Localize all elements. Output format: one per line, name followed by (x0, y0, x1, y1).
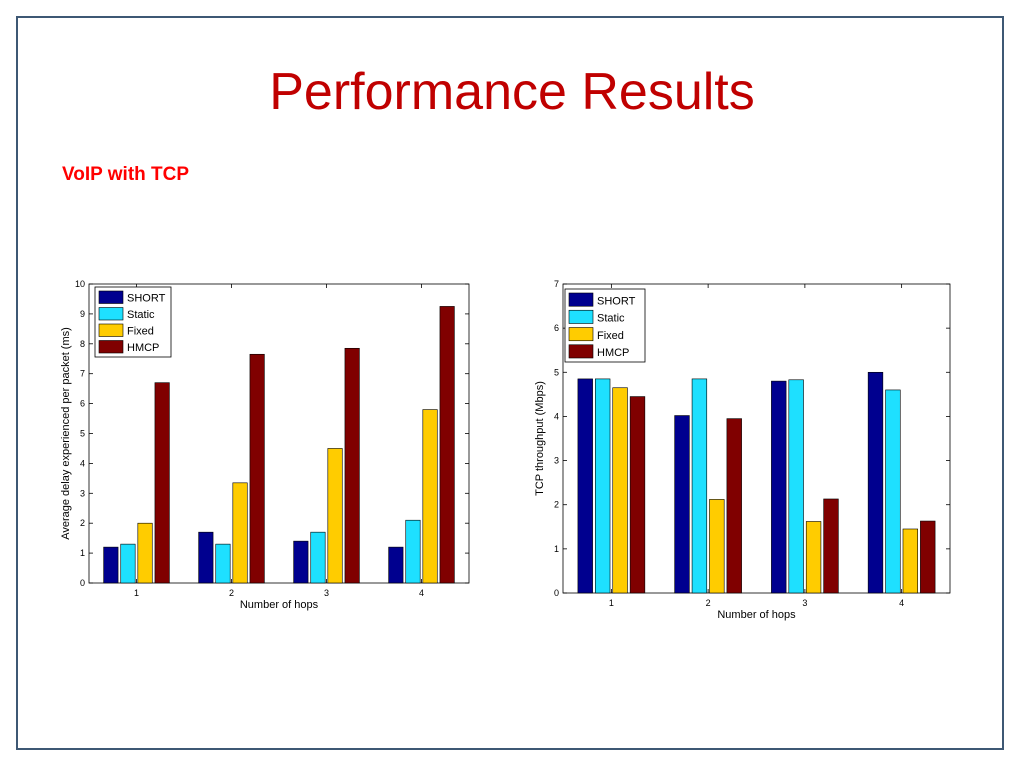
slide-title: Performance Results (269, 63, 755, 121)
y-tick-label: 9 (80, 309, 85, 319)
bar-short (867, 371, 884, 594)
bar-hmcp (249, 353, 265, 584)
bar-fixed (232, 482, 248, 584)
y-tick-label: 5 (554, 367, 559, 377)
y-axis-label: Average delay experienced per packet (ms… (60, 327, 72, 540)
x-axis-label: Number of hops (240, 599, 319, 611)
bar-fixed (327, 448, 343, 584)
y-tick-label: 6 (80, 399, 85, 409)
bar-fixed (612, 387, 628, 594)
bar-short (293, 540, 309, 584)
legend-swatch-hmcp (568, 344, 594, 359)
bar-hmcp (344, 347, 360, 584)
legend-label-short: SHORT (127, 293, 166, 305)
y-tick-label: 0 (80, 578, 85, 588)
bar-static (788, 379, 804, 594)
legend-swatch-fixed (98, 323, 124, 337)
bar-static (120, 543, 136, 584)
legend-label-static: Static (127, 309, 155, 321)
legend-label-hmcp: HMCP (127, 342, 159, 354)
bar-static (595, 378, 611, 594)
bar-hmcp (629, 396, 646, 594)
bar-hmcp (726, 418, 742, 594)
legend-swatch-short (568, 292, 594, 307)
x-tick-label: 1 (134, 588, 139, 598)
bar-static (885, 389, 901, 594)
x-tick-label: 2 (706, 598, 711, 608)
bar-hmcp (920, 520, 936, 594)
legend-swatch-fixed (568, 327, 594, 342)
bar-short (198, 531, 214, 584)
bar-short (674, 415, 690, 594)
y-tick-label: 8 (80, 339, 85, 349)
bar-hmcp (823, 498, 839, 594)
slide-subtitle: VoIP with TCP (62, 164, 190, 185)
bar-short (577, 378, 593, 594)
bar-fixed (709, 499, 725, 594)
bar-short (103, 546, 119, 584)
y-tick-label: 4 (80, 458, 85, 468)
legend-label-short: SHORT (597, 295, 636, 307)
y-tick-label: 7 (554, 279, 559, 289)
bar-static (310, 531, 326, 584)
y-tick-label: 5 (80, 429, 85, 439)
x-tick-label: 4 (899, 598, 904, 608)
legend-swatch-static (568, 309, 594, 324)
x-tick-label: 3 (802, 598, 807, 608)
legend-label-fixed: Fixed (597, 330, 624, 342)
legend-swatch-static (98, 307, 124, 321)
y-tick-label: 2 (554, 500, 559, 510)
bar-fixed (137, 522, 153, 584)
legend-label-hmcp: HMCP (597, 347, 629, 359)
bar-short (388, 546, 404, 584)
bar-static (691, 378, 708, 594)
y-tick-label: 1 (80, 548, 85, 558)
bar-hmcp (439, 306, 455, 584)
bar-short (771, 380, 787, 594)
x-tick-label: 3 (324, 588, 329, 598)
legend-swatch-short (98, 290, 124, 304)
y-tick-label: 1 (554, 544, 559, 554)
bar-static (405, 519, 421, 584)
bar-hmcp (154, 382, 170, 584)
x-tick-label: 2 (229, 588, 234, 598)
y-tick-label: 7 (80, 369, 85, 379)
x-tick-label: 4 (419, 588, 424, 598)
legend-label-fixed: Fixed (127, 326, 154, 338)
x-axis-label: Number of hops (717, 609, 796, 621)
legend-swatch-hmcp (98, 340, 124, 354)
y-tick-label: 2 (80, 518, 85, 528)
y-tick-label: 10 (75, 279, 85, 289)
legend-label-static: Static (597, 313, 625, 325)
x-tick-label: 1 (609, 598, 614, 608)
y-tick-label: 3 (554, 456, 559, 466)
y-tick-label: 4 (554, 411, 559, 421)
y-tick-label: 3 (80, 488, 85, 498)
y-tick-label: 0 (554, 588, 559, 598)
bar-fixed (902, 528, 918, 594)
bar-static (215, 543, 231, 584)
y-tick-label: 6 (554, 323, 559, 333)
slide-frame (16, 16, 1004, 750)
bar-fixed (422, 409, 438, 584)
bar-fixed (805, 521, 822, 594)
y-axis-label: TCP throughput (Mbps) (534, 381, 546, 496)
